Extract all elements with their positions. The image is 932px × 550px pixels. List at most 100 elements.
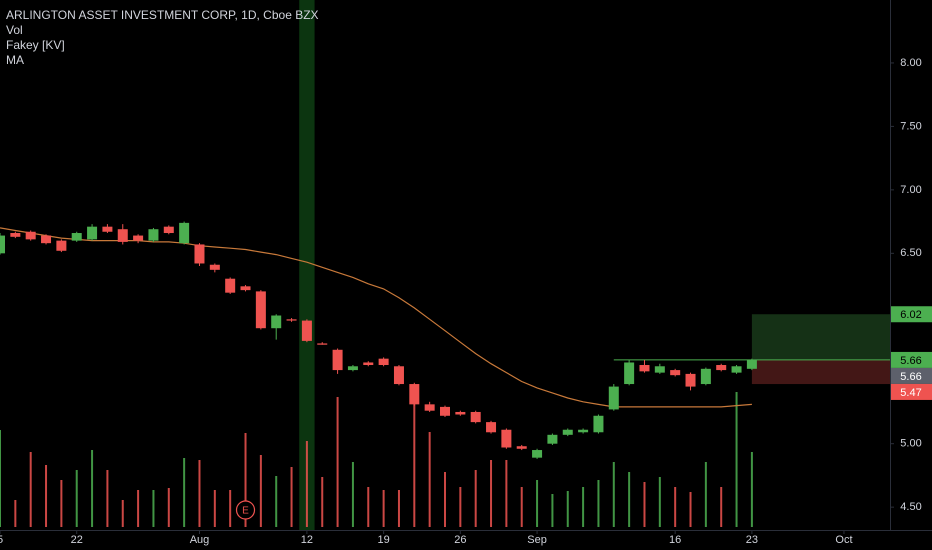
- volume-bar: [643, 482, 646, 527]
- candle-body: [209, 264, 220, 270]
- candle-body: [255, 291, 266, 329]
- volume-bar: [612, 462, 615, 527]
- price-label-bg: [891, 351, 932, 368]
- candle-body: [516, 446, 527, 449]
- y-tick-label: 5.00: [900, 438, 921, 450]
- x-tick-label: 12: [301, 534, 313, 546]
- volume-bar: [45, 465, 48, 527]
- volume-bar: [382, 490, 385, 527]
- x-tick-label: Oct: [835, 534, 852, 546]
- y-tick-label: 7.50: [900, 120, 921, 132]
- price-label: 5.66: [900, 355, 921, 367]
- volume-bar: [674, 487, 677, 527]
- x-tick-label: 26: [454, 534, 466, 546]
- volume-bar: [198, 460, 201, 527]
- candle-body: [455, 411, 466, 415]
- legend-item: Vol: [6, 23, 23, 37]
- volume-bar: [689, 492, 692, 527]
- candle-body: [378, 358, 389, 366]
- candle-body: [25, 231, 36, 240]
- volume-bar: [167, 488, 170, 527]
- candle-body: [71, 233, 82, 241]
- y-tick-label: 7.00: [900, 184, 921, 196]
- candle-body: [148, 229, 159, 241]
- volume-bar: [152, 490, 155, 527]
- volume-bar: [14, 500, 17, 527]
- volume-bar: [536, 480, 539, 527]
- candle-body: [700, 368, 711, 385]
- volume-bar: [582, 487, 585, 527]
- price-label: 6.02: [900, 309, 921, 321]
- profit-zone: [751, 314, 890, 360]
- volume-bar: [750, 452, 753, 527]
- volume-bar: [658, 477, 661, 527]
- candle-body: [393, 366, 404, 385]
- candle-body: [685, 373, 696, 387]
- candle-body: [424, 404, 435, 411]
- volume-bar: [367, 487, 370, 527]
- plot-area: E: [0, 0, 890, 530]
- candle-body: [639, 365, 650, 372]
- volume-bar: [29, 452, 32, 527]
- candle-body: [347, 366, 358, 371]
- volume-bar: [213, 490, 216, 527]
- candle-body: [562, 429, 573, 435]
- candle-body: [654, 366, 665, 373]
- volume-bar: [428, 432, 431, 527]
- volume-bar: [0, 430, 1, 527]
- volume-bar: [474, 470, 477, 527]
- volume-bar: [720, 487, 723, 527]
- candle-body: [179, 222, 190, 244]
- candle-body: [163, 226, 174, 234]
- volume-bar: [520, 487, 523, 527]
- candle-body: [317, 343, 328, 345]
- volume-bar: [60, 480, 63, 527]
- volume-bar: [397, 490, 400, 527]
- price-label: 5.47: [900, 387, 921, 399]
- volume-bar: [75, 470, 78, 527]
- candle-body: [547, 434, 558, 444]
- y-tick-label: 4.50: [900, 501, 921, 513]
- volume-bar: [597, 480, 600, 527]
- volume-bar: [259, 455, 262, 527]
- price-label-bg: [891, 367, 932, 384]
- candle-body: [56, 240, 67, 251]
- volume-bar: [305, 441, 308, 527]
- price-label-bg: [891, 306, 932, 323]
- volume-bar: [137, 490, 140, 527]
- volume-bar: [551, 494, 554, 527]
- volume-bar: [244, 433, 247, 527]
- volume-bar: [413, 402, 416, 527]
- candle-body: [624, 362, 635, 385]
- volume-bar: [275, 476, 278, 527]
- earnings-label: E: [242, 506, 249, 517]
- candle-body: [102, 226, 113, 232]
- highlight-band: [299, 0, 315, 530]
- volume-bar: [229, 490, 232, 527]
- price-label-bg: [891, 383, 932, 400]
- earnings-marker: [235, 500, 256, 520]
- volume-bar: [566, 491, 569, 527]
- volume-bar: [183, 458, 186, 527]
- candle-body: [731, 366, 742, 373]
- candle-body: [332, 349, 343, 371]
- volume-bar: [290, 467, 293, 527]
- volume-bar: [336, 397, 339, 527]
- x-tick-label: 23: [746, 534, 758, 546]
- candle-body: [194, 244, 205, 264]
- volume-bar: [321, 477, 324, 527]
- x-tick-label: 16: [669, 534, 681, 546]
- volume-bar: [628, 472, 631, 527]
- y-tick-label: 6.50: [900, 247, 921, 259]
- x-tick-label: 22: [71, 534, 83, 546]
- x-tick-label: Sep: [527, 534, 547, 546]
- candle-body: [470, 411, 481, 423]
- volume-bar: [704, 462, 707, 527]
- legend-item: MA: [6, 53, 24, 67]
- candle-body: [225, 278, 236, 293]
- candle-body: [578, 429, 589, 433]
- candle-body: [117, 229, 128, 242]
- candle-body: [87, 226, 98, 240]
